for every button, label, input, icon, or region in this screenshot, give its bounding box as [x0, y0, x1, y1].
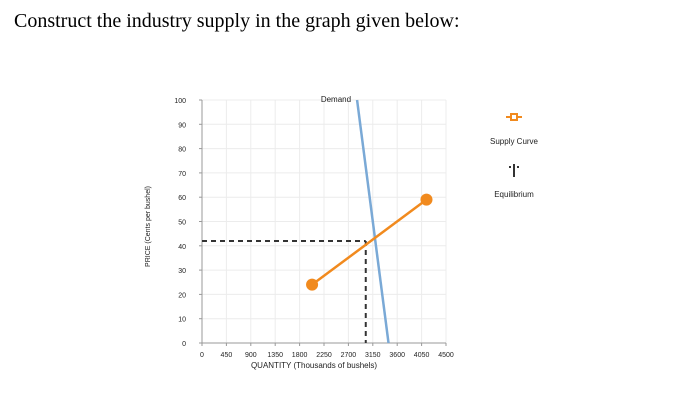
- series: Demand: [306, 95, 433, 344]
- x-tick-label: 2250: [316, 352, 332, 359]
- y-axis-label: PRICE (Cents per bushel): [145, 186, 152, 267]
- x-tick-label: 4050: [414, 352, 430, 359]
- y-tick-label: 20: [178, 292, 186, 299]
- axes: [201, 100, 446, 344]
- y-tick-label: 100: [174, 98, 186, 105]
- legend-label-equilibrium: Equilibrium: [494, 190, 534, 199]
- supply-curve-point: [306, 278, 319, 291]
- x-tick-label: 2700: [341, 352, 357, 359]
- x-tick-label: 0: [200, 352, 204, 359]
- grid: [199, 99, 447, 346]
- y-tick-label: 0: [182, 341, 186, 348]
- y-tick-label: 50: [178, 220, 186, 227]
- y-tick-label: 80: [178, 147, 186, 154]
- demand-label: Demand: [321, 95, 351, 104]
- supply-curve-point: [420, 193, 433, 206]
- x-tick-label: 4500: [438, 352, 454, 359]
- x-tick-label: 1800: [292, 352, 308, 359]
- y-tick-label: 30: [178, 268, 186, 275]
- y-tick-labels: 0 10 20 30 40 50 60 70 80 90 100: [174, 98, 186, 348]
- y-tick-label: 40: [178, 244, 186, 251]
- x-tick-labels: 0 450 900 1350 1800 2250 2700 3150 3600 4050 4500: [200, 352, 454, 359]
- x-tick-label: 900: [245, 352, 257, 359]
- legend-supply-marker: [510, 113, 518, 121]
- y-tick-label: 90: [178, 122, 186, 129]
- supply-curve-line: [311, 198, 428, 286]
- x-tick-label: 3150: [365, 352, 381, 359]
- y-tick-label: 60: [178, 195, 186, 202]
- x-axis-label: QUANTITY (Thousands of bushels): [251, 361, 377, 370]
- y-tick-label: 10: [178, 317, 186, 324]
- demand-line: [355, 99, 390, 344]
- equilibrium-guides: [202, 239, 367, 343]
- y-tick-label: 70: [178, 171, 186, 178]
- question-text: Construct the industry supply in the gra…: [14, 10, 460, 32]
- x-tick-label: 1350: [267, 352, 283, 359]
- x-tick-label: 3600: [389, 352, 405, 359]
- legend-label-supply: Supply Curve: [490, 137, 539, 146]
- x-tick-label: 450: [221, 352, 233, 359]
- legend: Supply Curve Equilibrium: [490, 113, 539, 199]
